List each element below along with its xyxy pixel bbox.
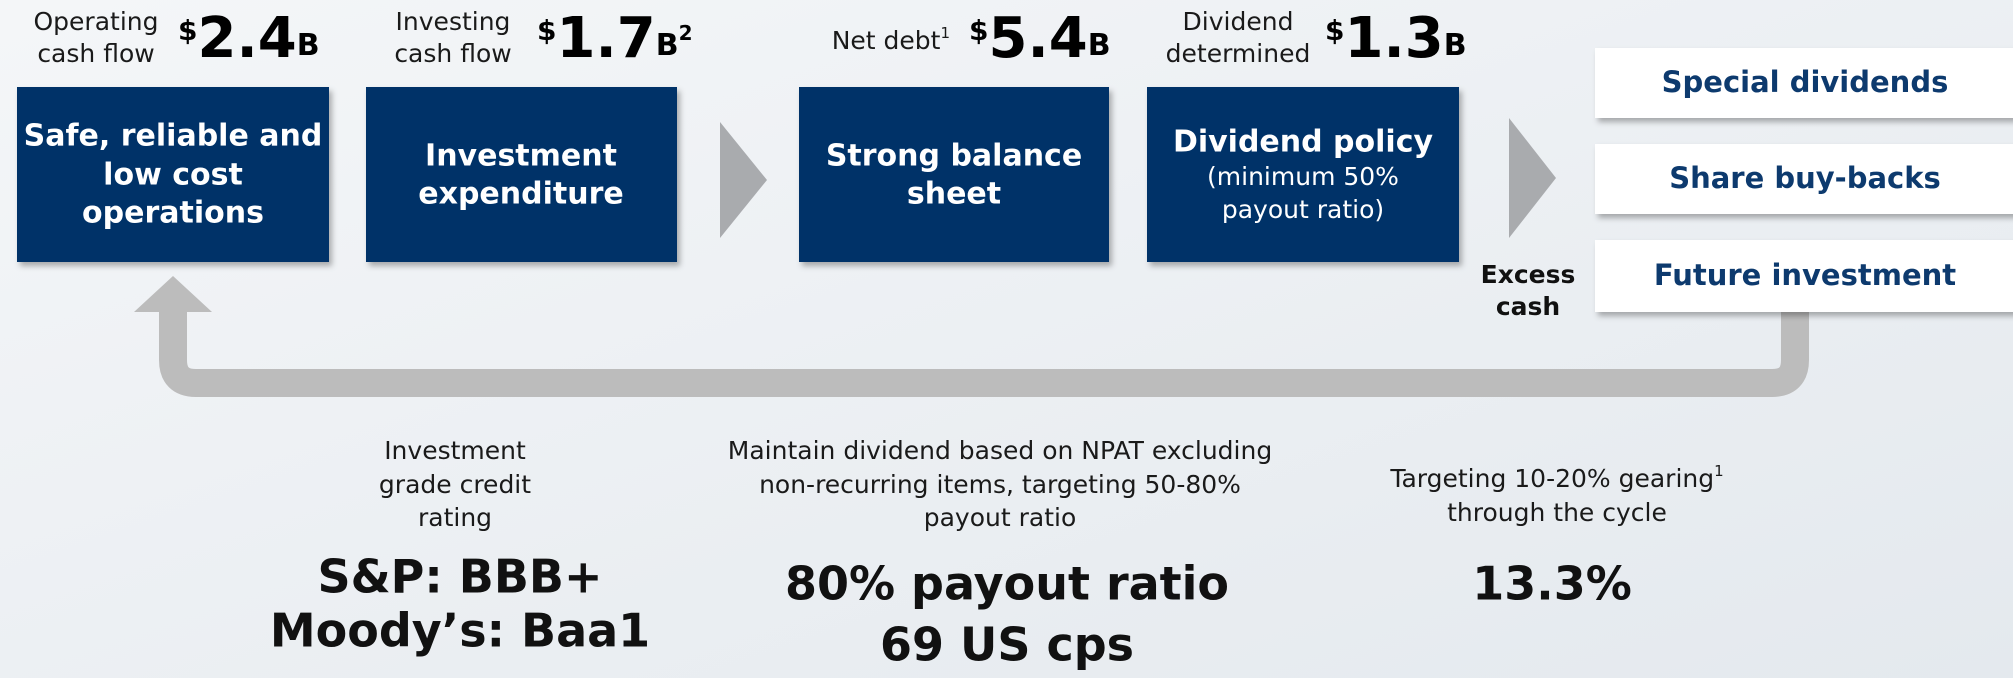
metric-value: $1.7B2 [537, 6, 692, 71]
box-text: sheet [907, 177, 1001, 212]
option-text: Special dividends [1662, 65, 1949, 99]
outcome-value: S&P: BBB+ [317, 550, 602, 604]
metric-label: Net debt1 [832, 24, 950, 56]
metric: Operating cash flow $2.4B [34, 6, 320, 71]
return-arrow [159, 300, 1809, 397]
option-box [1595, 144, 2013, 214]
outcome-value: 13.3% [1472, 557, 1632, 611]
option-box [1595, 240, 2013, 312]
process-box [799, 87, 1109, 262]
metric-label: Investing [396, 7, 511, 36]
box-text: Strong balance [826, 139, 1082, 174]
process-box [17, 87, 329, 262]
box-text: Investment [425, 139, 617, 174]
outcome-value: Moody’s: Baa1 [270, 604, 650, 658]
metric-label: cash flow [394, 39, 511, 68]
metric: Dividend determined $1.3B [1166, 6, 1467, 71]
excess-cash-label: cash [1496, 292, 1560, 321]
metric-label: Dividend [1183, 7, 1294, 36]
option-text: Future investment [1654, 258, 1956, 292]
outcome-desc: payout ratio [924, 503, 1077, 532]
flow-arrow [720, 122, 767, 238]
outcome-desc: Maintain dividend based on NPAT excludin… [728, 436, 1272, 465]
process-box [366, 87, 677, 262]
metric-label: Operating [34, 7, 159, 36]
metric-label: determined [1166, 39, 1311, 68]
metric: Investing cash flow $1.7B2 [394, 6, 692, 71]
outcome-desc: non-recurring items, targeting 50-80% [759, 470, 1241, 499]
return-arrow-head [134, 276, 212, 312]
metric-value: $5.4B [969, 6, 1111, 71]
outcome-desc: grade credit [379, 470, 531, 499]
excess-cash-label: Excess [1481, 260, 1576, 289]
flow-arrow [1509, 118, 1556, 238]
option-text: Share buy-backs [1669, 161, 1941, 195]
outcome-desc: Investment [384, 436, 526, 465]
outcome-desc: rating [418, 503, 492, 532]
metric: Net debt1 $5.4B [832, 6, 1111, 71]
outcome-desc: Targeting 10-20% gearing1 [1389, 462, 1723, 494]
metric-value: $1.3B [1325, 6, 1467, 71]
box-subtext: payout ratio) [1222, 195, 1384, 224]
process-box [1147, 87, 1459, 262]
outcome-value: 69 US cps [880, 618, 1134, 672]
box-text: low cost [103, 158, 243, 193]
box-text: Dividend policy [1173, 125, 1434, 160]
metric-label: cash flow [37, 39, 154, 68]
outcome-desc: through the cycle [1447, 498, 1667, 527]
outcome-value: 80% payout ratio [785, 557, 1229, 611]
metric-value: $2.4B [178, 6, 320, 71]
box-text: Safe, reliable and [24, 119, 323, 154]
box-text: operations [82, 196, 264, 231]
box-text: expenditure [418, 177, 623, 212]
box-subtext: (minimum 50% [1207, 162, 1399, 191]
option-box [1595, 48, 2013, 118]
